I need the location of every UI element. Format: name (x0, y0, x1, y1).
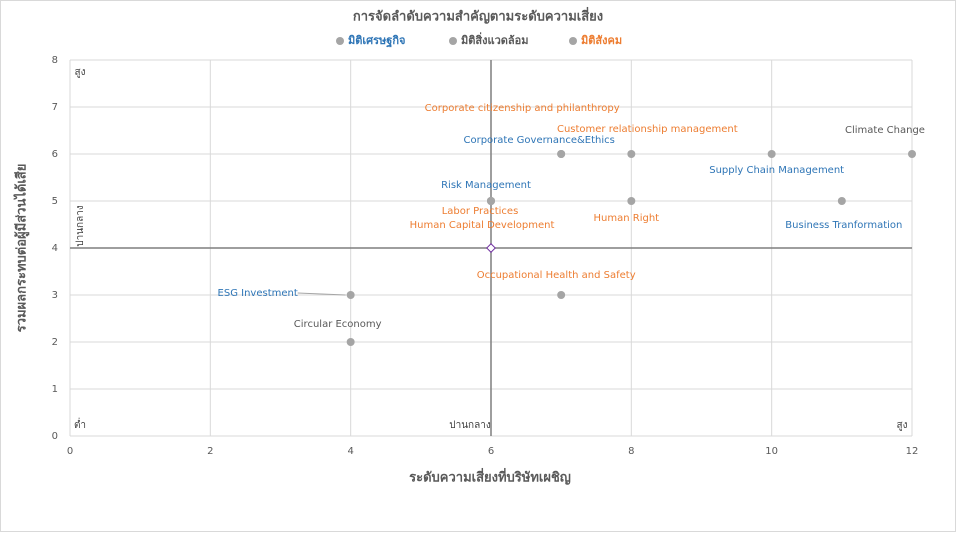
point-label: Human Capital Development (410, 220, 555, 231)
point (487, 197, 495, 205)
annotation: สูง (75, 67, 86, 78)
point-label: ESG Investment (218, 288, 298, 299)
annotation: ปานกลาง (449, 420, 491, 431)
point-label: Corporate citizenship and philanthropy (425, 103, 620, 114)
point (557, 291, 566, 299)
point-label: Business Tranformation (785, 220, 902, 231)
point (346, 338, 355, 346)
point (627, 150, 636, 158)
point-label: Climate Change (845, 125, 925, 136)
x-tick-label: 4 (347, 446, 353, 457)
legend-marker (449, 37, 457, 45)
y-tick-label: 6 (52, 149, 58, 160)
y-tick-label: 7 (52, 102, 58, 113)
x-tick-label: 12 (906, 446, 919, 457)
chart-title: การจัดลำดับความสำคัญตามระดับความเสี่ยง (353, 7, 603, 25)
x-axis-title: ระดับความเสี่ยงที่บริษัทเผชิญ (409, 468, 571, 486)
point-label: Supply Chain Management (709, 165, 844, 176)
point (837, 197, 846, 205)
y-axis-title: รวมผลกระทบต่อผู้มีส่วนได้เสีย (13, 164, 30, 333)
legend-label: มิติเศรษฐกิจ (348, 34, 405, 48)
x-tick-label: 10 (765, 446, 778, 457)
point-label: Risk Management (441, 180, 531, 191)
x-tick-label: 0 (67, 446, 73, 457)
point-label: Customer relationship management (557, 124, 738, 135)
y-tick-label: 2 (52, 337, 58, 348)
x-tick-label: 8 (628, 446, 634, 457)
point (557, 150, 566, 158)
legend-marker (569, 37, 577, 45)
point (767, 150, 776, 158)
legend-label: มิติสังคม (581, 34, 622, 47)
annotation: สูง (897, 420, 908, 431)
point-label: Corporate Governance&Ethics (463, 135, 614, 146)
point (346, 291, 355, 299)
point (908, 150, 916, 158)
x-tick-label: 6 (488, 446, 494, 457)
y-tick-label: 4 (52, 243, 58, 254)
point (627, 197, 636, 205)
point-label: Circular Economy (294, 319, 382, 330)
y-tick-label: 8 (52, 55, 58, 66)
point-label: Occupational Health and Safety (477, 270, 636, 281)
annotation: ปานกลาง (75, 205, 86, 247)
y-tick-label: 3 (52, 290, 58, 301)
x-tick-label: 2 (207, 446, 213, 457)
point-label: Human Right (594, 213, 660, 224)
legend-marker (336, 37, 344, 45)
point-label: Labor Practices (442, 206, 519, 217)
center-marker (486, 243, 496, 253)
y-tick-label: 1 (52, 384, 58, 395)
legend-label: มิติสิ่งแวดล้อม (461, 32, 529, 47)
y-tick-label: 0 (52, 431, 58, 442)
annotation: ต่ำ (74, 417, 86, 431)
y-tick-label: 5 (52, 196, 58, 207)
leader-line (297, 292, 346, 296)
